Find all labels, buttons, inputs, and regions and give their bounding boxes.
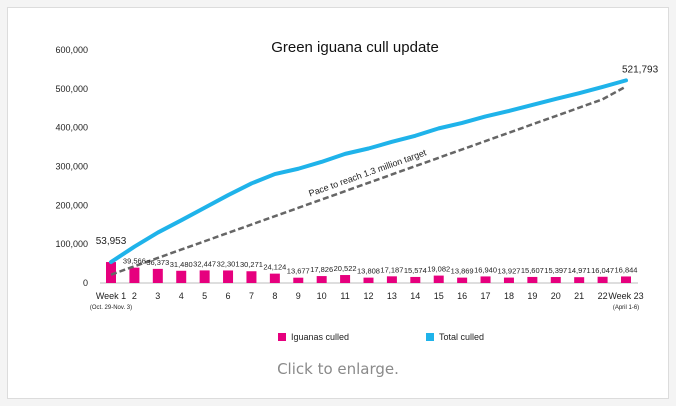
bar-iguanas-culled (386, 276, 397, 283)
bar-value-label: 13,869 (451, 267, 474, 276)
bar-value-label: 19,082 (427, 265, 450, 274)
bar-value-label: 15,607 (521, 266, 544, 275)
legend-label-total: Total culled (439, 332, 484, 342)
bar-iguanas-culled (574, 277, 585, 283)
bar-value-label: 13,808 (357, 267, 380, 276)
x-tick-sublabel: (Oct. 29-Nov. 3) (90, 305, 132, 311)
bar-value-label: 39,566 (123, 257, 146, 266)
y-tick-label: 400,000 (55, 123, 88, 133)
x-tick-label: 19 (527, 291, 537, 301)
bar-iguanas-culled (176, 270, 187, 283)
bar-iguanas-culled (621, 276, 631, 283)
x-tick-label: 15 (434, 291, 444, 301)
bar-iguanas-culled (316, 276, 327, 283)
bar-value-label: 36,373 (146, 258, 169, 267)
bar-value-label: 13,927 (497, 267, 520, 276)
x-tick-label: 16 (457, 291, 467, 301)
bar-value-label: 20,522 (334, 264, 357, 273)
x-tick-label: 7 (249, 291, 254, 301)
bar-iguanas-culled (503, 277, 514, 283)
line-series (109, 78, 628, 276)
x-tick-label: 8 (272, 291, 277, 301)
y-tick-label: 0 (83, 278, 88, 288)
y-tick-label: 200,000 (55, 200, 88, 210)
bar-value-label: 14,971 (568, 266, 591, 275)
bar-iguanas-culled (129, 267, 140, 283)
total-culled-line (109, 78, 628, 265)
bar-value-label: 15,574 (404, 266, 427, 275)
bar-iguanas-culled (152, 268, 163, 283)
chart-title: Green iguana cull update (271, 39, 439, 56)
target-line-label: Pace to reach 1.3 million target (307, 147, 428, 198)
x-tick-label: 21 (574, 291, 584, 301)
bar-iguanas-culled (199, 270, 210, 283)
bar-iguanas-culled (410, 276, 421, 283)
bar-value-label: 32,447 (193, 259, 216, 268)
legend-swatch-total (426, 333, 434, 341)
bar-value-label: 31,480 (170, 260, 193, 269)
x-tick-label: 11 (340, 291, 349, 301)
bar-value-label: 13,677 (287, 267, 310, 276)
x-tick-label: 10 (317, 291, 327, 301)
bar-iguanas-culled (223, 270, 234, 283)
bar-iguanas-culled (246, 271, 257, 283)
bar-iguanas-culled (480, 276, 491, 283)
x-tick-sublabel: (April 1-6) (613, 305, 639, 311)
y-tick-label: 100,000 (55, 239, 88, 249)
legend: Iguanas culled Total culled (278, 332, 484, 342)
bar-value-label: 30,271 (240, 260, 263, 269)
bar-iguanas-culled (106, 262, 116, 283)
bar-series (106, 262, 631, 283)
x-tick-label: 14 (410, 291, 420, 301)
x-tick-label: 17 (481, 291, 491, 301)
total-end-label: 521,793 (622, 64, 659, 75)
y-tick-label: 500,000 (55, 84, 88, 94)
x-tick-label: Week 1 (96, 291, 126, 301)
bar-value-label: 17,826 (310, 265, 333, 274)
bar-iguanas-culled (340, 275, 351, 283)
bar-iguanas-culled (597, 276, 608, 283)
y-tick-label: 600,000 (55, 45, 88, 55)
x-tick-label: 22 (598, 291, 608, 301)
chart-axes: 0 100,000 200,000 300,000 400,000 500,000 600,… (55, 45, 643, 311)
bar-iguanas-culled (293, 277, 304, 283)
bar-iguanas-culled (527, 276, 538, 283)
x-tick-label: Week 23 (608, 291, 643, 301)
target-pace-line (110, 85, 627, 276)
bar-iguanas-culled (550, 277, 561, 283)
x-tick-label: 6 (226, 291, 231, 301)
x-tick-label: 18 (504, 291, 514, 301)
x-tick-label: 2 (132, 291, 137, 301)
bar-value-label: 32,301 (217, 259, 240, 268)
bar-value-label: 17,187 (380, 265, 403, 274)
x-tick-label: 12 (363, 291, 373, 301)
x-tick-label: 13 (387, 291, 397, 301)
bar-iguanas-culled (363, 277, 374, 283)
image-frame: Green iguana cull update 0 100,000 200,000… (7, 7, 669, 399)
legend-label-iguanas: Iguanas culled (291, 332, 349, 342)
y-tick-label: 300,000 (55, 162, 88, 172)
iguana-cull-chart[interactable]: Green iguana cull update 0 100,000 200,000… (8, 8, 668, 348)
bar-value-label: 24,124 (263, 263, 286, 272)
x-tick-label: 9 (296, 291, 301, 301)
x-tick-label: 5 (202, 291, 207, 301)
enlarge-caption[interactable]: Click to enlarge. (277, 360, 399, 378)
bar-value-label: 15,397 (544, 266, 567, 275)
bar-iguanas-culled (269, 273, 280, 283)
x-tick-label: 4 (179, 291, 184, 301)
bar-value-label: 16,047 (591, 266, 614, 275)
legend-swatch-iguanas (278, 333, 286, 341)
x-tick-label: 3 (155, 291, 160, 301)
bar-iguanas-culled (433, 275, 444, 283)
bar-value-label: 16,844 (615, 265, 638, 274)
bar-value-label: 16,940 (474, 265, 497, 274)
bar-iguanas-culled (457, 277, 468, 283)
bar-value-label: 53,953 (96, 236, 127, 247)
x-tick-label: 20 (551, 291, 561, 301)
